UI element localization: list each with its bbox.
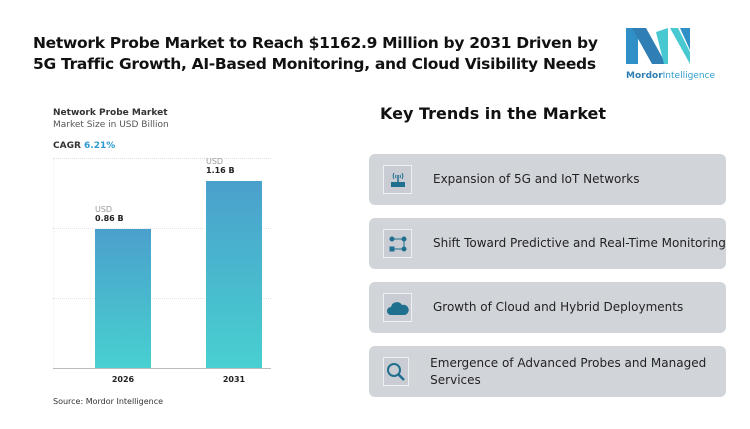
data-label: USD 0.86 B — [95, 205, 124, 223]
data-label: USD 1.16 B — [206, 157, 235, 175]
data-label-unit: USD — [95, 205, 113, 215]
data-label-value: 1.16 B — [206, 165, 235, 175]
trend-label: Emergence of Advanced Probes and Managed… — [430, 355, 707, 387]
search-icon — [383, 357, 410, 386]
cagr: CAGR 6.21% — [53, 141, 115, 151]
trends-heading: Key Trends in the Market — [380, 104, 607, 123]
trend-label: Expansion of 5G and IoT Networks — [433, 172, 640, 186]
trend-card: Growth of Cloud and Hybrid Deployments — [369, 282, 726, 333]
logo: MordorIntelligence — [626, 28, 715, 81]
plot-area — [53, 158, 271, 368]
workflow-icon — [383, 229, 412, 258]
cloud-icon — [383, 293, 412, 322]
x-axis — [53, 368, 271, 369]
data-label-unit: USD — [206, 156, 224, 166]
source: Source: Mordor Intelligence — [53, 397, 164, 406]
cagr-label: CAGR — [53, 141, 81, 151]
logo-brand2: Intelligence — [662, 71, 716, 81]
chart-subtitle: Market Size in USD Billion — [53, 120, 169, 130]
bar-2031 — [206, 180, 262, 368]
router-icon — [383, 165, 412, 194]
bar-2026 — [95, 229, 151, 368]
x-tick-label: 2026 — [111, 375, 135, 384]
trend-card: Shift Toward Predictive and Real-Time Mo… — [369, 218, 726, 269]
chart-title: Network Probe Market — [53, 108, 168, 118]
trend-label: Growth of Cloud and Hybrid Deployments — [433, 300, 684, 314]
gridline — [53, 228, 271, 229]
cagr-value: 6.21% — [84, 141, 116, 151]
gridline — [53, 298, 271, 299]
trend-card: Expansion of 5G and IoT Networks — [369, 154, 726, 205]
data-label-value: 0.86 B — [95, 214, 124, 224]
logo-brand: Mordor — [626, 71, 663, 81]
mordor-logo-icon — [626, 28, 690, 64]
x-tick-label: 2031 — [222, 375, 246, 384]
page-title: Network Probe Market to Reach $1162.9 Mi… — [33, 34, 598, 73]
trend-label: Shift Toward Predictive and Real-Time Mo… — [433, 236, 726, 250]
trend-card: Emergence of Advanced Probes and Managed… — [369, 346, 726, 397]
